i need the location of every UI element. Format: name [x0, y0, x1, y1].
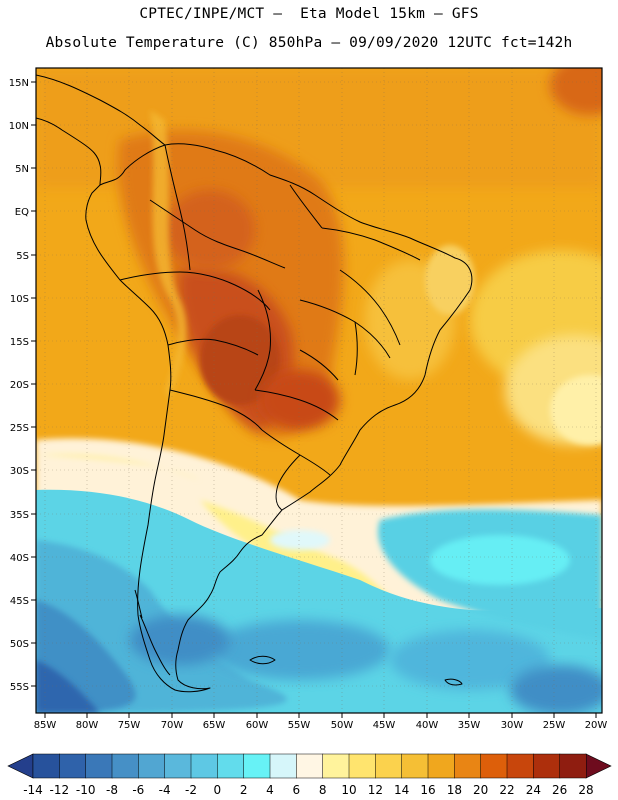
colorbar-label: 8	[319, 783, 327, 797]
map-subtitle: Absolute Temperature (C) 850hPa – 09/09/…	[45, 35, 573, 51]
coastlines	[36, 74, 473, 693]
map-frame	[35, 67, 603, 714]
colorbar-swatch	[32, 753, 60, 779]
lon-label: 40W	[416, 720, 439, 731]
colorbar-swatch	[559, 753, 587, 779]
colorbar-label: 6	[293, 783, 301, 797]
colorbar-label: -8	[106, 783, 118, 797]
lat-label: 50S	[10, 639, 29, 650]
map-title: CPTEC/INPE/MCT – Eta Model 15km – GFS	[139, 6, 479, 22]
colorbar-swatch	[375, 753, 403, 779]
lon-label: 70W	[161, 720, 184, 731]
colorbar-label: 4	[266, 783, 274, 797]
latitude-axis: 15N 10N 5N EQ 5S 10S 15S 20S 25S 30S 35S…	[9, 78, 36, 693]
colorbar-swatch	[190, 753, 218, 779]
colorbar-swatch	[138, 753, 166, 779]
colorbar-label: 22	[499, 783, 514, 797]
colorbar-swatch	[296, 753, 324, 779]
colorbar-label: 10	[341, 783, 356, 797]
longitude-axis: 85W 80W 75W 70W 65W 60W 55W 50W 45W 40W …	[34, 713, 608, 731]
colorbar: -14 -12 -10 -8 -6 -4 -2 0 2 4 6 8 10 12 14 16 18 20 22 24 26…	[7, 753, 612, 797]
lon-label: 55W	[288, 720, 311, 731]
lon-label: 65W	[203, 720, 226, 731]
colorbar-swatch	[506, 753, 534, 779]
colorbar-swatch	[111, 753, 139, 779]
colorbar-swatch	[164, 753, 192, 779]
colorbar-swatch	[533, 753, 561, 779]
lat-label: 10S	[10, 294, 29, 305]
lon-label: 45W	[373, 720, 396, 731]
lat-label: 40S	[10, 553, 29, 564]
colorbar-label: 12	[368, 783, 383, 797]
colorbar-label: -10	[76, 783, 96, 797]
colorbar-below-arrow	[7, 753, 34, 779]
colorbar-label: 16	[420, 783, 435, 797]
lat-label: 5N	[15, 164, 29, 175]
colorbar-label: 18	[447, 783, 462, 797]
lon-label: 75W	[118, 720, 141, 731]
colorbar-label: 26	[552, 783, 567, 797]
colorbar-swatch	[480, 753, 508, 779]
lat-label: 25S	[10, 423, 29, 434]
colorbar-label: 28	[578, 783, 593, 797]
colorbar-label: 2	[240, 783, 248, 797]
colorbar-swatch	[454, 753, 482, 779]
lat-label: 10N	[9, 121, 29, 132]
colorbar-swatch	[59, 753, 87, 779]
lat-label: 55S	[10, 682, 29, 693]
lat-label: EQ	[15, 207, 29, 218]
colorbar-label: 20	[473, 783, 488, 797]
lon-label: 25W	[543, 720, 566, 731]
colorbar-label: -14	[23, 783, 43, 797]
temperature-field	[36, 68, 602, 713]
lat-label: 5S	[16, 251, 29, 262]
colorbar-swatch	[401, 753, 429, 779]
colorbar-label: -12	[50, 783, 70, 797]
colorbar-swatch	[269, 753, 297, 779]
lon-label: 80W	[76, 720, 99, 731]
colorbar-above-arrow	[585, 753, 612, 779]
lon-label: 35W	[458, 720, 481, 731]
lon-label: 30W	[501, 720, 524, 731]
lat-label: 20S	[10, 380, 29, 391]
colorbar-swatch	[427, 753, 455, 779]
lat-label: 15N	[9, 78, 29, 89]
lon-label: 60W	[246, 720, 269, 731]
colorbar-label: -2	[185, 783, 197, 797]
lon-label: 20W	[585, 720, 608, 731]
colorbar-swatch	[243, 753, 271, 779]
colorbar-swatch	[348, 753, 376, 779]
lon-label: 85W	[34, 720, 57, 731]
colorbar-swatch	[85, 753, 113, 779]
colorbar-label: 0	[214, 783, 222, 797]
lat-label: 35S	[10, 510, 29, 521]
colorbar-swatch	[322, 753, 350, 779]
lat-label: 15S	[10, 337, 29, 348]
lon-label: 50W	[331, 720, 354, 731]
colorbar-label: 24	[526, 783, 541, 797]
colorbar-swatch	[217, 753, 245, 779]
colorbar-label: -6	[132, 783, 144, 797]
colorbar-label: -4	[159, 783, 171, 797]
lat-label: 30S	[10, 466, 29, 477]
colorbar-label: 14	[394, 783, 409, 797]
lat-label: 45S	[10, 596, 29, 607]
